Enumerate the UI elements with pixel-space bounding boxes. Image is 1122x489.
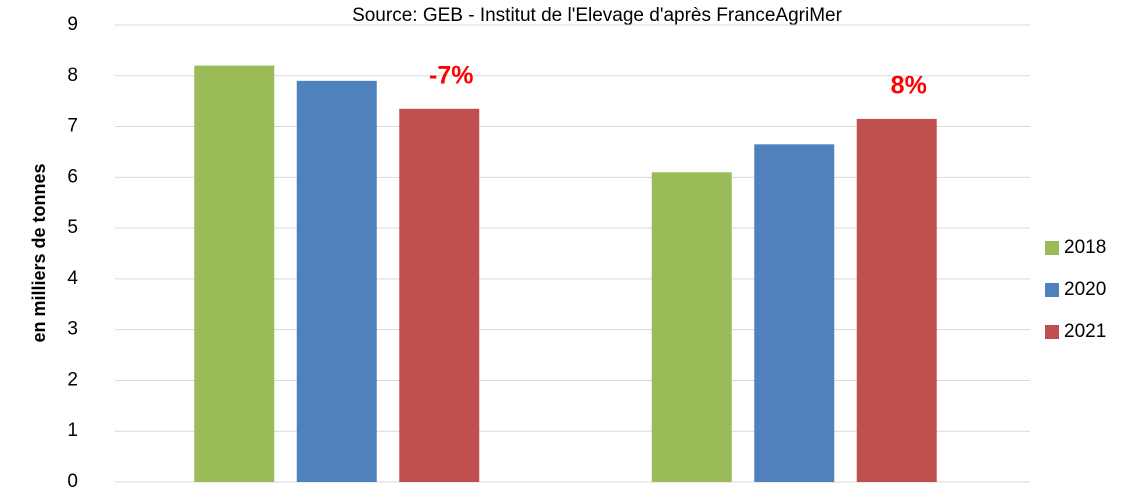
y-tick-label: 8 xyxy=(67,65,78,86)
legend-swatch xyxy=(1045,325,1059,339)
legend-swatch xyxy=(1045,283,1059,297)
bar xyxy=(856,118,937,482)
legend-label: 2020 xyxy=(1064,279,1106,300)
chart-subtitle: Source: GEB - Institut de l'Elevage d'ap… xyxy=(352,5,843,26)
y-tick-label: 3 xyxy=(67,319,78,340)
y-tick-label: 9 xyxy=(67,14,78,35)
bar xyxy=(754,144,835,483)
legend-swatch xyxy=(1045,241,1059,255)
y-tick-label: 1 xyxy=(67,420,78,441)
legend-label: 2018 xyxy=(1064,237,1106,258)
y-tick-label: 4 xyxy=(67,268,78,289)
bar xyxy=(194,65,275,482)
y-tick-label: 5 xyxy=(67,217,78,238)
y-axis-label: en milliers de tonnes xyxy=(29,163,49,342)
bar xyxy=(651,172,732,482)
annotation: -7% xyxy=(429,61,473,89)
legend-label: 2021 xyxy=(1064,321,1106,342)
y-tick-label: 6 xyxy=(67,166,78,187)
bar xyxy=(399,108,480,483)
y-tick-label: 7 xyxy=(67,116,78,137)
annotation: 8% xyxy=(891,72,927,100)
y-tick-label: 0 xyxy=(67,471,78,489)
y-tick-label: 2 xyxy=(67,369,78,390)
bar xyxy=(296,80,377,482)
